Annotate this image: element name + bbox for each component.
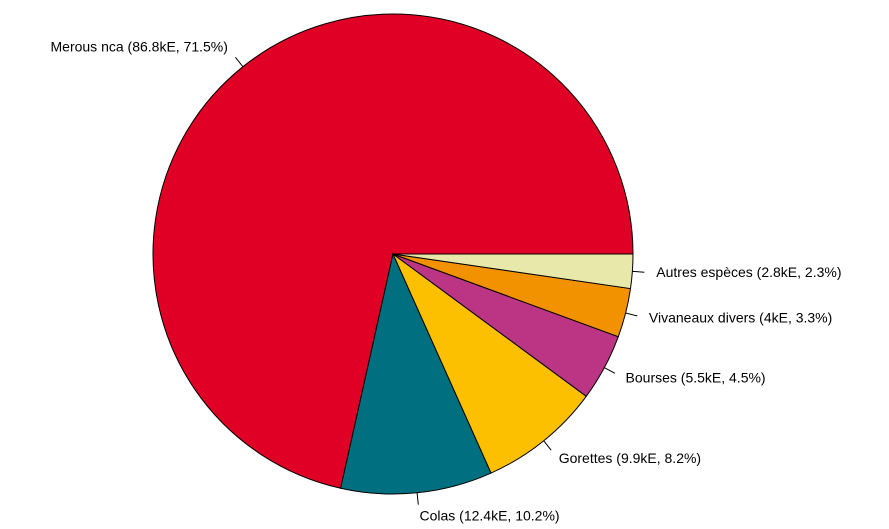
label-leader	[416, 492, 419, 505]
label-leader	[235, 57, 244, 68]
pie-slice	[392, 253, 634, 290]
label-leader	[625, 312, 638, 317]
slice-label: Vivaneaux divers (4kE, 3.3%)	[649, 310, 832, 326]
label-leader	[543, 440, 552, 451]
slice-label: Merous nca (86.8kE, 71.5%)	[51, 39, 228, 55]
label-leader	[604, 367, 616, 374]
label-leader	[632, 270, 645, 273]
slice-label: Gorettes (9.9kE, 8.2%)	[559, 450, 701, 466]
slice-label: Bourses (5.5kE, 4.5%)	[626, 370, 766, 386]
slice-label: Autres espèces (2.8kE, 2.3%)	[656, 264, 841, 280]
pie-slice	[340, 252, 492, 495]
slice-label: Colas (12.4kE, 10.2%)	[419, 507, 559, 523]
